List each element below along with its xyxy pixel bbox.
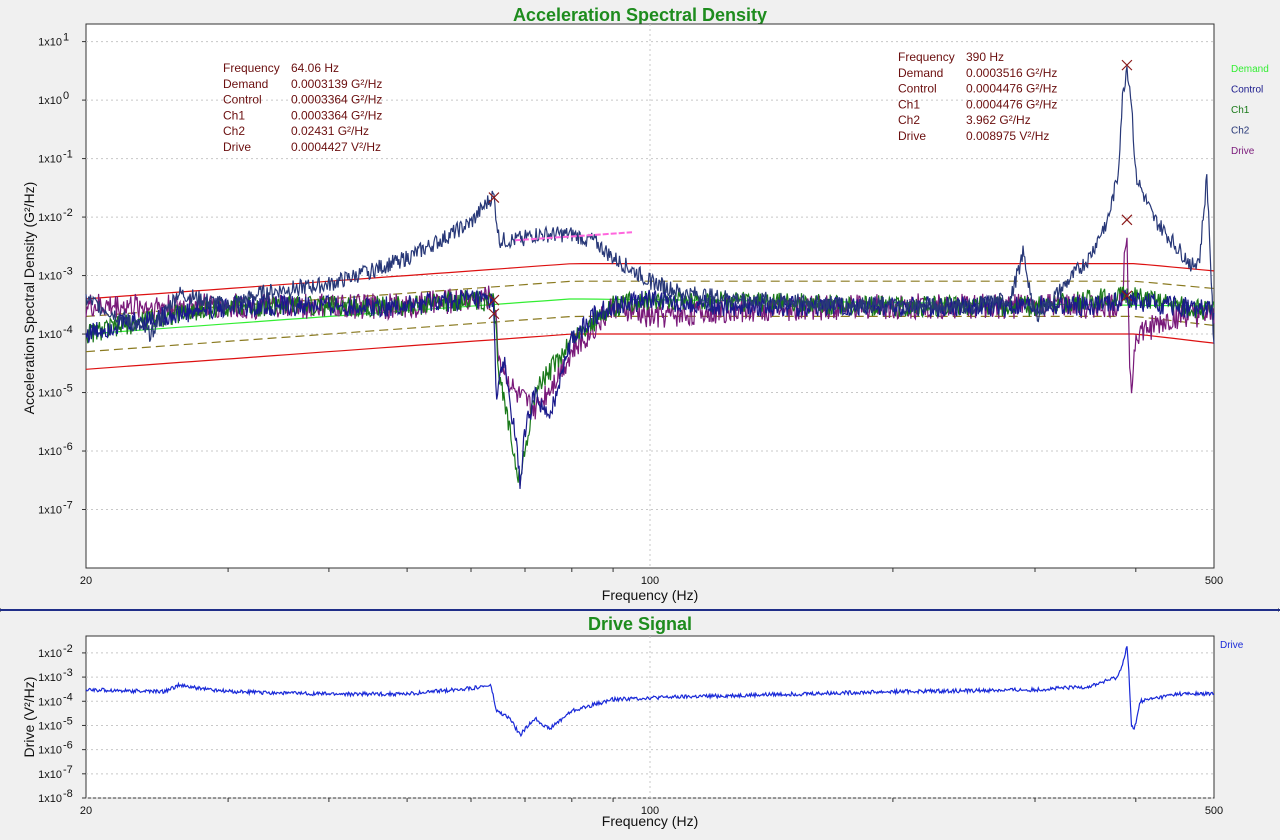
asd-ytick-exponent: -6 [63, 441, 73, 453]
cursor-2-marker[interactable] [1121, 59, 1133, 71]
drive-series-group [85, 646, 1215, 738]
asd-xtick-label: 100 [641, 575, 659, 587]
asd-title: Acceleration Spectral Density [513, 5, 767, 25]
readout-value: 0.0003364 G²/Hz [291, 93, 382, 107]
readout-name: Control [898, 82, 937, 96]
asd-series-abort-high [85, 263, 1215, 300]
drive-ytick-label: 1x10 [38, 672, 62, 684]
legend-item-drive[interactable]: Drive [1231, 146, 1255, 157]
asd-series-control [85, 288, 1215, 489]
readout-value: 3.962 G²/Hz [966, 113, 1031, 127]
readout-value: 0.0004427 V²/Hz [291, 140, 381, 154]
readout-name: Ch2 [223, 124, 245, 138]
asd-ytick-exponent: -4 [63, 324, 73, 336]
readout-value: 64.06 Hz [291, 61, 339, 75]
asd-ytick-label: 1x10 [38, 271, 62, 283]
drive-ytick-exponent: -2 [63, 643, 73, 655]
asd-series-ch2 [85, 66, 1215, 344]
readout-name: Ch2 [898, 113, 920, 127]
drive-series-drive [85, 646, 1215, 738]
drive-ytick-label: 1x10 [38, 793, 62, 805]
readout-value: 0.0003139 G²/Hz [291, 77, 382, 91]
readout-name: Ch1 [898, 97, 920, 111]
legend-item-ch1[interactable]: Ch1 [1231, 105, 1250, 116]
drive-xtick-label: 100 [641, 805, 659, 817]
asd-ytick-exponent: -3 [63, 266, 73, 278]
readout-name: Drive [898, 129, 926, 143]
asd-ytick-label: 1x10 [38, 95, 62, 107]
asd-y-axis-title: Acceleration Spectral Density (G²/Hz) [21, 182, 37, 415]
asd-legend: Demand Control Ch1 Ch2 Drive [1231, 64, 1269, 157]
asd-ytick-label: 1x10 [38, 154, 62, 166]
asd-ytick-label: 1x10 [38, 329, 62, 341]
asd-ytick-label: 1x10 [38, 388, 62, 400]
readout-name: Demand [898, 66, 943, 80]
readout-value: 390 Hz [966, 50, 1004, 64]
cursor-2-marker[interactable] [1121, 290, 1133, 302]
readout-name: Frequency [223, 61, 280, 75]
legend-item-control[interactable]: Control [1231, 85, 1263, 96]
readout-value: 0.0003364 G²/Hz [291, 108, 382, 122]
legend-item-demand[interactable]: Demand [1231, 64, 1269, 75]
asd-ytick-label: 1x10 [38, 212, 62, 224]
asd-ytick-label: 1x10 [38, 446, 62, 458]
legend-item-ch2[interactable]: Ch2 [1231, 126, 1250, 137]
readout-name: Drive [223, 140, 251, 154]
cursor-1-marker[interactable] [488, 192, 500, 204]
drive-ytick-exponent: -3 [63, 667, 73, 679]
asd-ytick-exponent: 0 [63, 90, 69, 102]
asd-ytick-exponent: -1 [63, 149, 73, 161]
drive-xtick-label: 500 [1205, 805, 1223, 817]
asd-ytick-label: 1x10 [38, 505, 62, 517]
asd-ytick-exponent: 1 [63, 32, 69, 44]
asd-x-axis: 20 100 500 [80, 568, 1223, 587]
drive-x-axis: 20 100 500 [80, 798, 1223, 817]
cursor-2-marker[interactable] [1121, 214, 1133, 226]
readout-name: Demand [223, 77, 268, 91]
readout-name: Control [223, 93, 262, 107]
drive-y-axis-title: Drive (V²/Hz) [21, 677, 37, 758]
legend-item-drive-signal[interactable]: Drive [1220, 640, 1244, 651]
cursor-1-marker[interactable] [488, 308, 500, 320]
cursor-readout-1: Frequency 64.06 Hz Demand 0.0003139 G²/Hz Co… [223, 61, 382, 154]
asd-series-group [85, 66, 1215, 489]
drive-title: Drive Signal [588, 614, 692, 634]
cursor-readout-2: Frequency 390 Hz Demand 0.0003516 G²/Hz Cont… [898, 50, 1057, 143]
asd-cursor-markers [488, 59, 1133, 320]
drive-ytick-label: 1x10 [38, 720, 62, 732]
asd-series-reference [514, 231, 633, 242]
readout-name: Ch1 [223, 108, 245, 122]
drive-ytick-exponent: -6 [63, 740, 73, 752]
asd-xtick-label: 500 [1205, 575, 1223, 587]
drive-grid [86, 636, 1214, 799]
drive-ytick-exponent: -4 [63, 691, 73, 703]
asd-ytick-exponent: -5 [63, 383, 73, 395]
drive-ytick-label: 1x10 [38, 648, 62, 660]
asd-xtick-label: 20 [80, 575, 92, 587]
drive-ytick-label: 1x10 [38, 745, 62, 757]
drive-ytick-label: 1x10 [38, 696, 62, 708]
drive-ytick-exponent: -5 [63, 715, 73, 727]
readout-value: 0.008975 V²/Hz [966, 129, 1049, 143]
drive-ytick-exponent: -8 [63, 788, 73, 800]
readout-value: 0.0004476 G²/Hz [966, 82, 1057, 96]
cursor-1-marker[interactable] [488, 294, 500, 306]
drive-xtick-label: 20 [80, 805, 92, 817]
asd-ytick-exponent: -7 [63, 500, 73, 512]
drive-ytick-label: 1x10 [38, 769, 62, 781]
readout-value: 0.0003516 G²/Hz [966, 66, 1057, 80]
asd-x-axis-title: Frequency (Hz) [602, 587, 698, 603]
drive-ytick-exponent: -7 [63, 764, 73, 776]
asd-ytick-label: 1x10 [38, 37, 62, 49]
readout-value: 0.0004476 G²/Hz [966, 97, 1057, 111]
asd-series-abort-low [85, 333, 1215, 370]
asd-ytick-exponent: -2 [63, 207, 73, 219]
drive-legend: Drive [1220, 640, 1244, 651]
readout-name: Frequency [898, 50, 955, 64]
drive-x-axis-title: Frequency (Hz) [602, 813, 698, 829]
readout-value: 0.02431 G²/Hz [291, 124, 369, 138]
